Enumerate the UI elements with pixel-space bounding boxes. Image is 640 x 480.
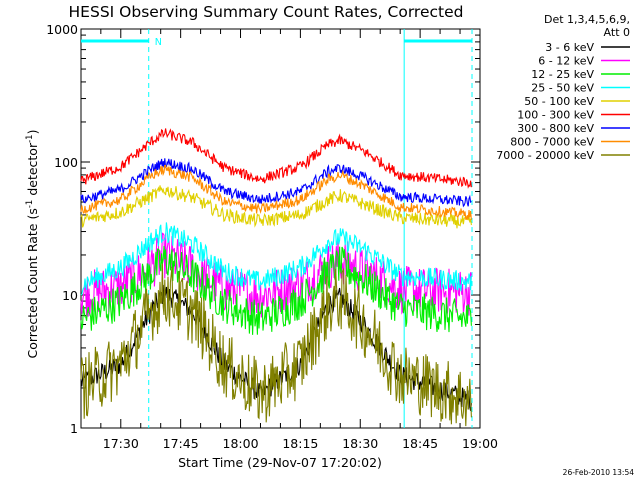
plot-area: 1 10 100 1000 17:30 17:45 18:00 18:15 18:30 18:45…	[46, 22, 498, 451]
x-tick-label: 18:15	[282, 436, 318, 451]
series-line-6	[80, 128, 472, 189]
legend-header-line-2: Att 0	[604, 26, 630, 39]
legend-label: 100 - 300 keV	[517, 109, 594, 122]
series-line-4	[80, 222, 472, 296]
legend-label: 6 - 12 keV	[538, 55, 594, 68]
x-tick-label: 17:30	[103, 436, 139, 451]
chart-title: HESSI Observing Summary Count Rates, Cor…	[69, 3, 464, 21]
x-tick-label: 17:45	[163, 436, 199, 451]
y-tick-label: 10	[62, 288, 78, 303]
legend-label: 25 - 50 keV	[531, 82, 594, 95]
legend-label: 7000 - 20000 keV	[496, 149, 594, 162]
legend-label: 800 - 7000 keV	[510, 136, 594, 149]
series-line-8	[80, 164, 472, 220]
legend-label: 12 - 25 keV	[531, 68, 594, 81]
x-tick-label: 19:00	[462, 436, 498, 451]
plot-frame	[80, 28, 481, 429]
x-axis-label: Start Time (29-Nov-07 17:20:02)	[178, 455, 382, 470]
y-tick-label: 100	[54, 155, 78, 170]
legend-header-line-1: Det 1,3,4,5,6,9,	[544, 13, 630, 26]
y-tick-label: 1	[70, 421, 78, 436]
series-line-7	[80, 158, 472, 208]
legend-label: 3 - 6 keV	[545, 41, 594, 54]
y-tick-label: 1000	[46, 22, 78, 37]
generation-timestamp: 26-Feb-2010 13:54	[563, 468, 635, 477]
x-tick-label: 18:30	[342, 436, 378, 451]
series-line-5	[80, 185, 472, 229]
y-axis-label: Corrected Count Rate (s-1 detector-1)	[25, 130, 40, 359]
legend-label: 50 - 100 keV	[524, 95, 594, 108]
series-line-3	[80, 245, 472, 335]
legend-label: 300 - 800 keV	[517, 122, 594, 135]
series-line-9	[80, 263, 472, 427]
x-tick-label: 18:00	[223, 436, 259, 451]
x-tick-label: 18:45	[402, 436, 438, 451]
flag-label: N	[155, 37, 162, 48]
